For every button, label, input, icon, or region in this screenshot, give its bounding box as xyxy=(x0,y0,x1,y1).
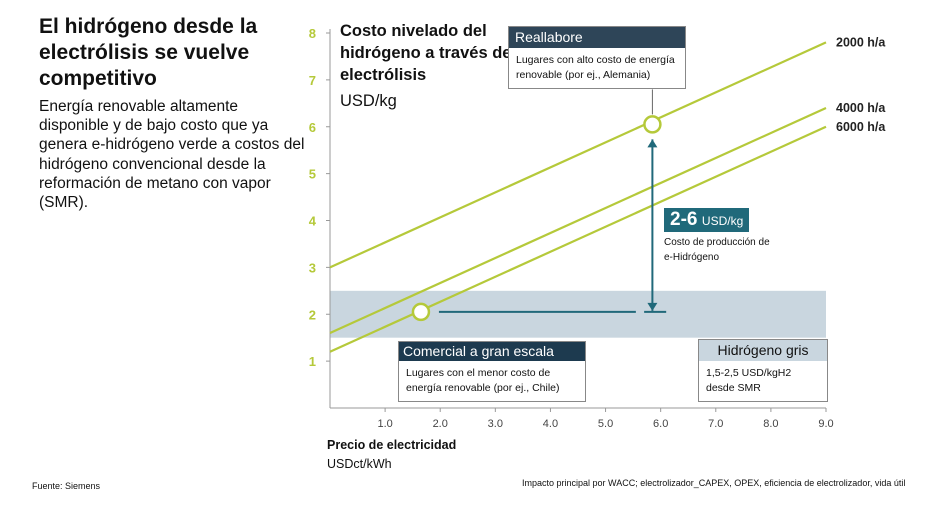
grey-hydrogen-band xyxy=(330,290,826,338)
comercial-title: Comercial a gran escala xyxy=(399,342,585,361)
footnote: Impacto principal por WACC; electrolizad… xyxy=(522,478,906,488)
x-axis-title: Precio de electricidad xyxy=(327,438,457,452)
cost-unit: USD/kg xyxy=(701,214,744,228)
highlight-point xyxy=(411,302,431,322)
series-line xyxy=(329,41,827,269)
series-label: 2000 h/a xyxy=(836,35,886,49)
comercial-text: Lugares con el menor costo de energía re… xyxy=(406,367,560,394)
gris-title: Hidrógeno gris xyxy=(699,340,827,361)
x-tick-label: 8.0 xyxy=(763,418,778,430)
axes xyxy=(329,29,826,409)
x-tick-label: 5.0 xyxy=(598,418,613,430)
x-axis-unit: USDct/kWh xyxy=(327,457,392,471)
x-tick-label: 3.0 xyxy=(488,418,503,430)
y-tick-label: 5 xyxy=(309,167,316,182)
cost-arrow xyxy=(647,89,658,311)
x-ticks: 1.0 2.0 3.0 4.0 5.0 6.0 7.0 8.0 9.0 xyxy=(377,408,834,430)
arrow-head-up xyxy=(647,139,658,148)
y-tick-label: 2 xyxy=(309,307,316,322)
series-line xyxy=(329,106,827,335)
cost-badge: 2-6 USD/kg xyxy=(664,208,750,232)
series-labels: 2000 h/a 4000 h/a 6000 h/a xyxy=(836,35,886,133)
y-tick-label: 4 xyxy=(309,214,317,229)
y-tick-label: 8 xyxy=(309,26,316,41)
x-tick-label: 9.0 xyxy=(818,418,833,430)
realabore-box: Reallabore Lugares con alto costo de ene… xyxy=(508,26,686,89)
gris-box: Hidrógeno gris 1,5-2,5 USD/kgH2 desde SM… xyxy=(698,339,828,402)
arrow-head-down xyxy=(647,302,658,311)
y-ticks: 1 2 3 4 5 6 7 8 xyxy=(309,26,330,369)
series-label: 4000 h/a xyxy=(836,101,886,115)
y-tick-label: 6 xyxy=(309,120,316,135)
headline: El hidrógeno desde la electrólisis se vu… xyxy=(39,15,258,90)
y-tick-label: 1 xyxy=(309,354,316,369)
realabore-text: Lugares con alto costo de energía renova… xyxy=(516,54,675,81)
chart-unit: USD/kg xyxy=(340,92,397,110)
source: Fuente: Siemens xyxy=(32,481,101,491)
gris-text: 1,5-2,5 USD/kgH2 desde SMR xyxy=(706,367,792,394)
x-tick-label: 7.0 xyxy=(708,418,723,430)
cost-range: 2-6 xyxy=(670,209,698,230)
x-tick-label: 2.0 xyxy=(433,418,448,430)
y-tick-label: 3 xyxy=(309,260,316,275)
comercial-box: Comercial a gran escala Lugares con el m… xyxy=(398,341,586,402)
realabore-title: Reallabore xyxy=(509,27,685,48)
cost-label: Costo de producción de e-Hidrógeno xyxy=(664,237,770,263)
y-tick-label: 7 xyxy=(309,73,316,88)
description: Energía renovable altamente disponible y… xyxy=(39,98,305,212)
series-label: 6000 h/a xyxy=(836,120,886,134)
highlight-points xyxy=(411,115,662,322)
highlight-point xyxy=(643,115,662,134)
x-tick-label: 1.0 xyxy=(377,418,392,430)
x-tick-label: 4.0 xyxy=(543,418,558,430)
x-tick-label: 6.0 xyxy=(653,418,668,430)
chart-title: Costo nivelado del hidrógeno a través de… xyxy=(340,22,512,84)
